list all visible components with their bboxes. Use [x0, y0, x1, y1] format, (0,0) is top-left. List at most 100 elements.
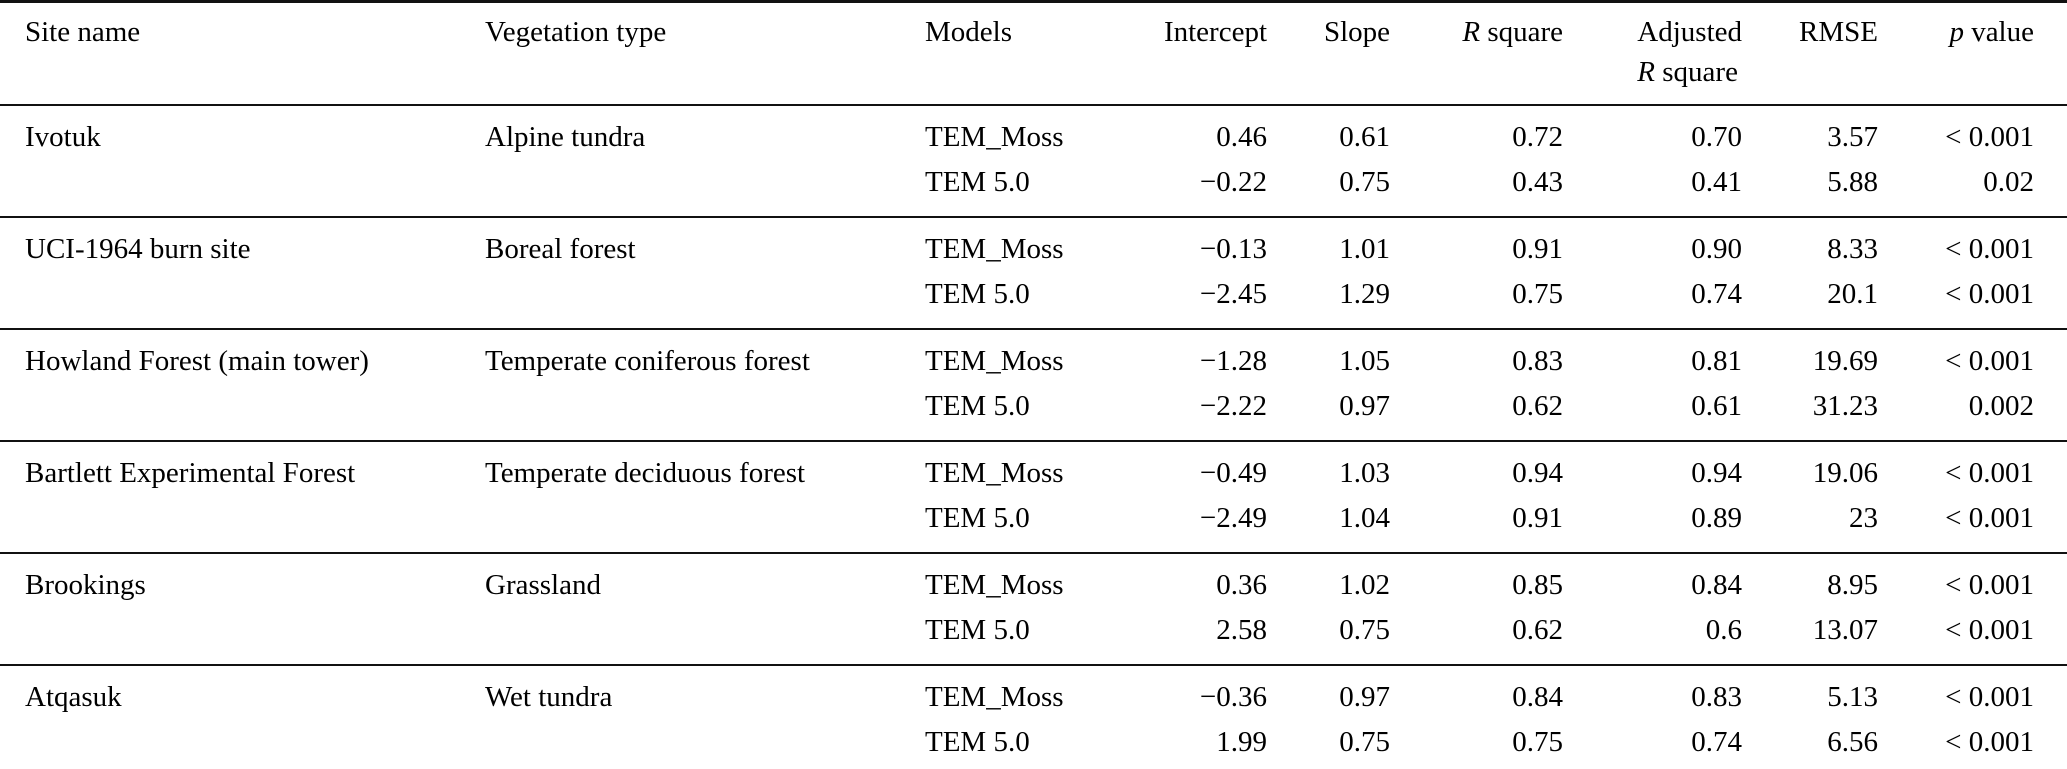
adjusted-r-square-italic-r: R: [1637, 56, 1655, 88]
adjusted-r-square-header-label: Adjusted R square: [1637, 12, 1742, 92]
col-header-r-square: R square: [1390, 1, 1563, 106]
p-value-cell: < 0.001: [1945, 278, 2034, 310]
site-name-cell: Brookings: [25, 569, 146, 601]
model-cell: TEM_Moss: [925, 121, 1064, 153]
vegetation-type-header-label: Vegetation type: [485, 16, 667, 48]
r-square-header-label: R square: [1462, 16, 1563, 48]
intercept-cell: −1.28: [1199, 345, 1267, 377]
col-header-p-value: p value: [1878, 1, 2067, 106]
rmse-cell: 5.88: [1827, 166, 1878, 198]
intercept-cell: −0.22: [1199, 166, 1267, 198]
p-value-cell: < 0.001: [1945, 569, 2034, 601]
vegetation-type-cell: [485, 272, 925, 329]
p-value-cell: < 0.001: [1945, 457, 2034, 489]
adjusted-r-square-cell: 0.74: [1691, 278, 1742, 310]
r-square-italic-r: R: [1462, 16, 1481, 48]
site-group: Howland Forest (main tower) Temperate con…: [0, 329, 2067, 441]
table-row: Howland Forest (main tower) Temperate con…: [0, 329, 2067, 384]
p-value-cell: 0.02: [1983, 166, 2034, 198]
rmse-cell: 23: [1849, 502, 1878, 534]
site-name-cell: [0, 608, 485, 665]
p-value-italic-p: p: [1949, 16, 1964, 48]
adjusted-r-square-cell: 0.94: [1691, 457, 1742, 489]
adjusted-r-square-cell: 0.41: [1691, 166, 1742, 198]
model-cell: TEM_Moss: [925, 681, 1064, 713]
site-group: Ivotuk Alpine tundra TEM_Moss 0.46 0.61 0.72 0…: [0, 105, 2067, 217]
r-square-cell: 0.62: [1512, 390, 1563, 422]
vegetation-type-cell: Temperate deciduous forest: [485, 457, 806, 489]
site-name-header-label: Site name: [25, 16, 141, 48]
table-row: Bartlett Experimental Forest Temperate de…: [0, 441, 2067, 496]
table-row: TEM 5.0 1.99 0.75 0.75 0.74 6.56 < 0.001: [0, 720, 2067, 769]
adjusted-r-square-cell: 0.6: [1705, 614, 1742, 646]
adjusted-r-square-cell: 0.70: [1691, 121, 1742, 153]
table-row: TEM 5.0 −2.22 0.97 0.62 0.61 31.23 0.002: [0, 384, 2067, 441]
r-square-cell: 0.83: [1512, 345, 1563, 377]
intercept-cell: −2.45: [1199, 278, 1267, 310]
slope-cell: 0.75: [1339, 166, 1390, 198]
rmse-cell: 5.13: [1827, 681, 1878, 713]
model-cell: TEM 5.0: [925, 166, 1030, 198]
r-square-rest: square: [1480, 16, 1563, 48]
adjusted-r-square-cell: 0.61: [1691, 390, 1742, 422]
site-group: Bartlett Experimental Forest Temperate de…: [0, 441, 2067, 553]
intercept-cell: 0.46: [1216, 121, 1267, 153]
p-value-header-label: p value: [1949, 16, 2034, 48]
p-value-cell: < 0.001: [1945, 121, 2034, 153]
intercept-cell: −0.13: [1199, 233, 1267, 265]
r-square-cell: 0.43: [1512, 166, 1563, 198]
vegetation-type-cell: Alpine tundra: [485, 121, 646, 153]
vegetation-type-cell: [485, 384, 925, 441]
col-header-models: Models: [925, 1, 1140, 106]
model-cell: TEM_Moss: [925, 457, 1064, 489]
site-group: Atqasuk Wet tundra TEM_Moss −0.36 0.97 0.84 0.…: [0, 665, 2067, 769]
slope-header-label: Slope: [1323, 16, 1390, 48]
adjusted-r-square-cell: 0.83: [1691, 681, 1742, 713]
p-value-cell: 0.002: [1968, 390, 2034, 422]
slope-cell: 0.61: [1339, 121, 1390, 153]
rmse-cell: 19.06: [1812, 457, 1878, 489]
site-group: UCI-1964 burn site Boreal forest TEM_Moss −…: [0, 217, 2067, 329]
col-header-vegetation-type: Vegetation type: [485, 1, 925, 106]
vegetation-type-cell: Boreal forest: [485, 233, 636, 265]
col-header-rmse: RMSE: [1742, 1, 1878, 106]
rmse-cell: 20.1: [1827, 278, 1878, 310]
r-square-cell: 0.94: [1512, 457, 1563, 489]
model-cell: TEM 5.0: [925, 614, 1030, 646]
site-name-cell: UCI-1964 burn site: [25, 233, 251, 265]
p-value-rest: value: [1963, 16, 2034, 48]
site-name-cell: Howland Forest (main tower): [25, 345, 369, 377]
intercept-cell: −2.22: [1199, 390, 1267, 422]
r-square-cell: 0.62: [1512, 614, 1563, 646]
p-value-cell: < 0.001: [1945, 233, 2034, 265]
p-value-cell: < 0.001: [1945, 345, 2034, 377]
r-square-cell: 0.75: [1512, 278, 1563, 310]
site-name-cell: Ivotuk: [25, 121, 101, 153]
adjusted-line: Adjusted: [1637, 16, 1742, 48]
r-square-cell: 0.72: [1512, 121, 1563, 153]
model-cell: TEM 5.0: [925, 390, 1030, 422]
slope-cell: 1.02: [1339, 569, 1390, 601]
slope-cell: 1.03: [1339, 457, 1390, 489]
adjusted-r-square-cell: 0.90: [1691, 233, 1742, 265]
slope-cell: 1.01: [1339, 233, 1390, 265]
adjusted-r-square-cell: 0.89: [1691, 502, 1742, 534]
rmse-cell: 31.23: [1812, 390, 1878, 422]
site-name-cell: Atqasuk: [25, 681, 122, 713]
rmse-cell: 19.69: [1812, 345, 1878, 377]
table-row: Atqasuk Wet tundra TEM_Moss −0.36 0.97 0.84 0.…: [0, 665, 2067, 720]
adjusted-r-square-cell: 0.84: [1691, 569, 1742, 601]
vegetation-type-cell: [485, 720, 925, 769]
col-header-site-name: Site name: [0, 1, 485, 106]
r-square-cell: 0.75: [1512, 726, 1563, 758]
rmse-cell: 3.57: [1827, 121, 1878, 153]
table-row: TEM 5.0 −2.49 1.04 0.91 0.89 23 < 0.001: [0, 496, 2067, 553]
p-value-cell: < 0.001: [1945, 681, 2034, 713]
col-header-adjusted-r-square: Adjusted R square: [1563, 1, 1742, 106]
rmse-cell: 8.33: [1827, 233, 1878, 265]
table-row: UCI-1964 burn site Boreal forest TEM_Moss −…: [0, 217, 2067, 272]
site-name-cell: [0, 160, 485, 217]
vegetation-type-cell: Temperate coniferous forest: [485, 345, 810, 377]
rmse-cell: 8.95: [1827, 569, 1878, 601]
